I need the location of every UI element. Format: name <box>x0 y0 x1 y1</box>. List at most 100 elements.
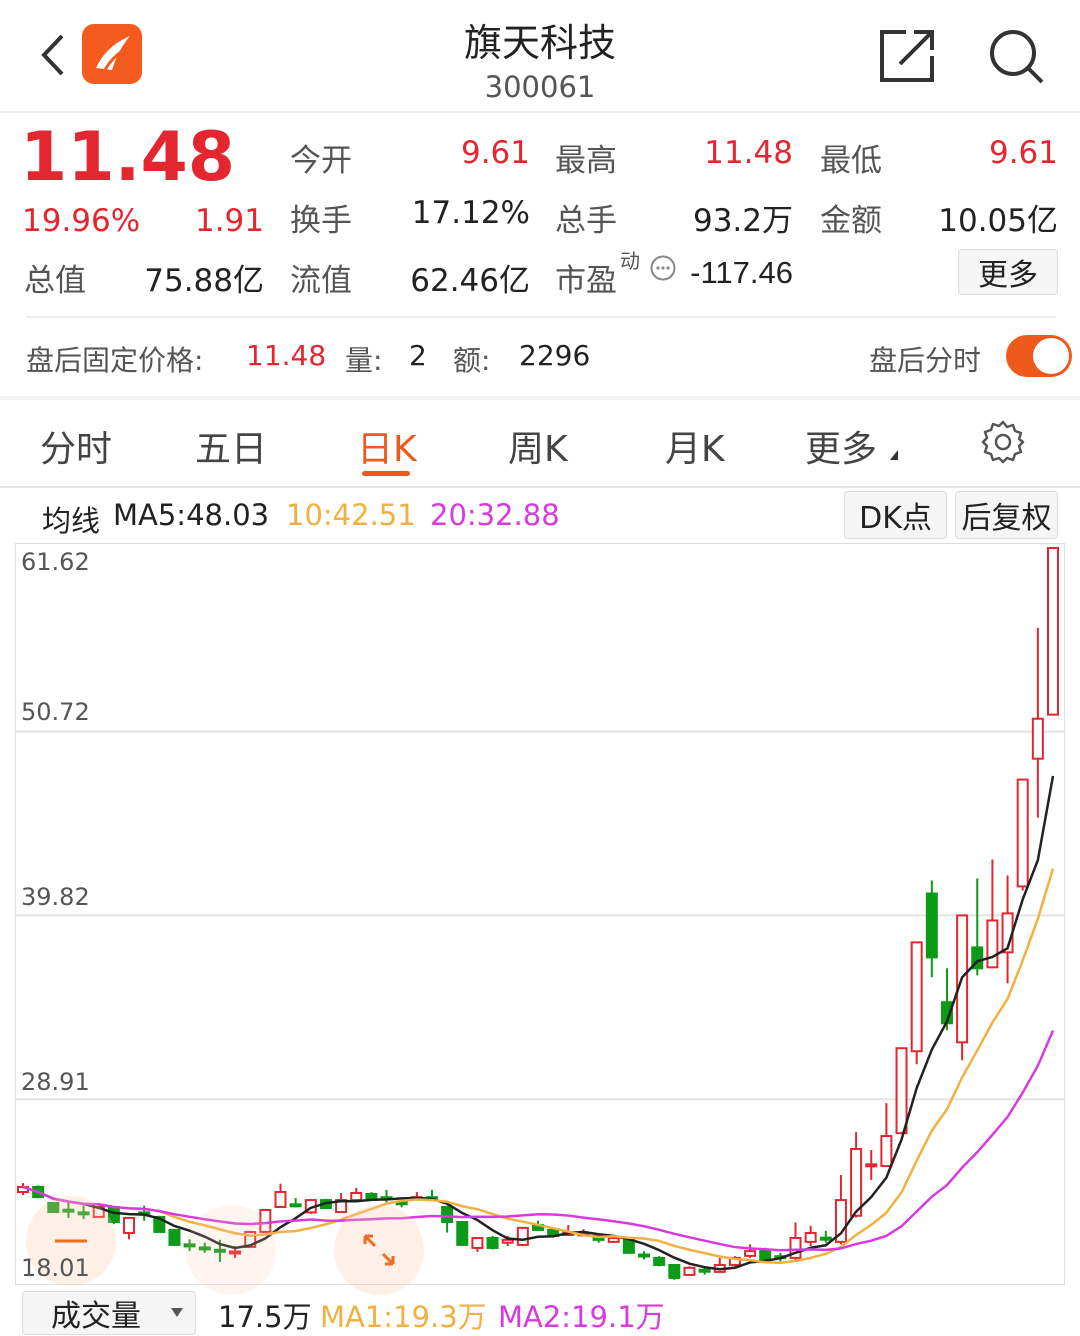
volume-value: 17.5万 <box>218 1300 312 1334</box>
back-button[interactable] <box>34 30 74 80</box>
minus-icon <box>55 1239 87 1243</box>
more-quote-button[interactable]: 更多 <box>958 249 1058 295</box>
candle-up <box>1047 547 1059 716</box>
chevron-left-icon <box>41 34 64 76</box>
candle-up <box>1031 717 1044 760</box>
float-cap-value: 62.46亿 <box>410 263 530 299</box>
dk-point-button[interactable]: DK点 <box>844 491 947 539</box>
after-hours-vol-label: 量: <box>345 344 383 377</box>
high-value: 11.48 <box>704 135 793 171</box>
divider <box>26 316 1056 318</box>
tab-monthly-k[interactable]: 月K <box>665 429 725 470</box>
ma-line-ma20 <box>22 1030 1055 1252</box>
candle-down <box>668 1263 681 1279</box>
candle-up <box>789 1237 802 1259</box>
after-hours-chart-label: 盘后分时 <box>869 344 982 377</box>
divider <box>0 486 1080 488</box>
candle-down <box>213 1248 226 1253</box>
candle-down <box>638 1253 651 1258</box>
tab-more[interactable]: 更多 <box>805 429 878 470</box>
candle-up <box>865 1163 878 1168</box>
tab-five-day[interactable]: 五日 <box>195 429 268 470</box>
ma10-value: 10:42.51 <box>286 498 416 532</box>
turnover-value: 17.12% <box>411 195 530 231</box>
volume-label: 总手 <box>555 203 617 239</box>
candle-up <box>744 1250 757 1257</box>
candle-up <box>229 1250 242 1255</box>
after-hours-amt-label: 额: <box>453 344 491 377</box>
candle-down <box>925 892 938 959</box>
divider <box>0 111 1080 113</box>
candle-down <box>183 1243 196 1248</box>
share-button[interactable] <box>878 26 938 90</box>
indicator-select-value: 成交量 <box>51 1299 141 1334</box>
amount-value: 10.05亿 <box>938 203 1058 239</box>
y-tick-label: 28.91 <box>21 1068 90 1096</box>
indicator-select[interactable]: 成交量 <box>22 1291 196 1335</box>
pe-value: -117.46 <box>690 255 793 290</box>
candle-down <box>365 1193 378 1200</box>
pe-label: 市盈 <box>555 263 617 299</box>
ma-line-ma5 <box>22 775 1055 1271</box>
stock-code: 300061 <box>484 70 596 104</box>
candle-up <box>1016 778 1029 888</box>
y-tick-label: 18.01 <box>21 1254 90 1282</box>
turnover-label: 换手 <box>290 203 352 239</box>
after-hours-toggle[interactable] <box>1006 335 1072 377</box>
app-logo-icon <box>82 24 142 84</box>
crosshair-overlay <box>186 1205 276 1295</box>
tab-weekly-k[interactable]: 周K <box>508 429 568 470</box>
ma-line-ma10 <box>22 868 1055 1264</box>
candle-down <box>289 1203 302 1208</box>
candle-up <box>683 1266 696 1276</box>
candle-up <box>244 1230 257 1248</box>
gear-icon <box>981 420 1025 464</box>
candle-down <box>653 1256 666 1266</box>
caret-down-icon <box>171 1308 183 1317</box>
candle-down <box>759 1248 772 1261</box>
volume-ma2: MA2:19.1万 <box>498 1300 665 1334</box>
search-button[interactable] <box>986 26 1046 90</box>
caret-down-icon <box>890 450 898 460</box>
expand-arrows-icon <box>363 1234 395 1266</box>
share-icon <box>880 30 934 82</box>
candle-down <box>819 1236 832 1241</box>
candle-up <box>850 1148 863 1217</box>
tab-intraday[interactable]: 分时 <box>40 429 113 470</box>
adjust-button[interactable]: 后复权 <box>955 491 1058 539</box>
candle-down <box>971 946 984 970</box>
zoom-out-button[interactable] <box>26 1196 116 1286</box>
candle-up <box>471 1237 484 1249</box>
open-label: 今开 <box>290 143 352 179</box>
candle-down <box>77 1211 90 1216</box>
search-icon <box>990 30 1044 84</box>
after-hours-vol: 2 <box>409 339 427 372</box>
candle-up <box>910 941 923 1053</box>
candle-up <box>350 1192 363 1202</box>
volume-ma1: MA1:19.3万 <box>320 1300 487 1334</box>
info-icon <box>650 255 676 281</box>
change-amount: 1.91 <box>194 203 264 239</box>
fullscreen-button[interactable] <box>334 1205 424 1295</box>
tab-daily-k[interactable]: 日K <box>357 429 417 470</box>
kline-chart[interactable] <box>15 543 1065 1285</box>
candle-down <box>486 1237 499 1249</box>
y-tick-label: 39.82 <box>21 883 90 911</box>
after-hours-label: 盘后固定价格: <box>26 344 204 377</box>
candle-down <box>395 1201 408 1206</box>
candle-down <box>47 1201 60 1214</box>
candle-up <box>804 1231 817 1243</box>
candle-up <box>880 1135 893 1168</box>
info-button[interactable] <box>650 255 676 281</box>
candle-down <box>622 1238 635 1254</box>
amount-label: 金额 <box>820 203 882 239</box>
open-value: 9.61 <box>460 135 530 171</box>
candle-up <box>501 1238 514 1244</box>
y-tick-label: 50.72 <box>21 698 90 726</box>
settings-button[interactable] <box>980 419 1026 469</box>
after-hours-price: 11.48 <box>246 339 327 372</box>
candle-down <box>153 1215 166 1233</box>
float-cap-label: 流值 <box>290 263 352 299</box>
ma20-value: 20:32.88 <box>430 498 560 532</box>
high-label: 最高 <box>555 143 617 179</box>
